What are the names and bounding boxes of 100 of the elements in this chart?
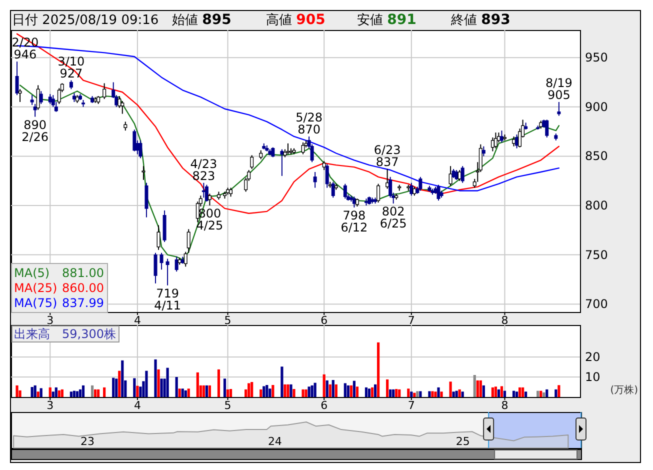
annotation: 4/23 823 — [190, 156, 218, 183]
bar — [476, 380, 479, 397]
y-tick-label: 850 — [585, 149, 608, 164]
chart-title: 出来高 59,300株 — [14, 327, 116, 341]
x-tick-label: 8 — [501, 399, 508, 412]
bar — [118, 370, 121, 397]
annotation: 881.00 — [62, 266, 104, 280]
bar — [76, 391, 79, 397]
bar — [266, 385, 268, 397]
bar — [500, 386, 504, 397]
text: 始値 895 — [172, 12, 232, 28]
bar — [522, 387, 524, 397]
bar — [260, 389, 262, 397]
bar — [542, 392, 546, 397]
bar — [389, 389, 392, 397]
annotation: 8/19 905 — [545, 76, 572, 102]
bar — [364, 387, 368, 397]
annotation: 719 4/11 — [154, 286, 182, 312]
bar — [302, 389, 304, 397]
bar — [280, 366, 284, 397]
y-tick-label: 800 — [585, 198, 608, 213]
bar — [178, 388, 181, 397]
y-tick-label: 750 — [585, 248, 608, 262]
bar — [524, 392, 528, 397]
bar — [184, 390, 187, 397]
bar — [268, 388, 272, 397]
x-tick-label: 8 — [501, 314, 508, 327]
bar — [376, 342, 380, 397]
y-tick-label: 20 — [585, 350, 600, 364]
bar — [115, 378, 118, 397]
bar — [58, 390, 60, 397]
bar — [452, 392, 455, 397]
bar — [368, 388, 371, 397]
annotation: 6/23 837 — [374, 143, 401, 170]
bar — [208, 385, 211, 397]
bar — [304, 389, 308, 397]
x-tick-label: 25 — [456, 435, 470, 448]
bar — [16, 385, 18, 397]
bar — [328, 384, 332, 397]
bar — [286, 384, 290, 397]
x-tick-label: 6 — [320, 399, 328, 412]
y-axis-title: (万株) — [610, 384, 638, 396]
y-tick-label: 900 — [585, 100, 608, 114]
bar — [473, 375, 476, 397]
bar — [322, 374, 326, 397]
bar — [217, 369, 220, 397]
bar — [202, 385, 205, 397]
bar — [196, 372, 199, 397]
y-tick-label: 700 — [585, 297, 608, 312]
text: MA(5) — [14, 266, 50, 280]
x-tick-label: 3 — [46, 399, 54, 412]
x-tick-label: 7 — [408, 399, 415, 412]
bar — [554, 389, 558, 397]
bar — [455, 390, 458, 397]
bar — [97, 389, 100, 397]
bar — [540, 390, 542, 397]
bar — [497, 389, 500, 397]
bar — [410, 392, 413, 397]
bar — [344, 383, 346, 397]
bar — [133, 378, 136, 397]
bar — [187, 388, 190, 397]
bar — [48, 387, 52, 397]
bar — [386, 379, 389, 397]
bar — [431, 391, 434, 397]
text: MA(75) — [14, 296, 58, 310]
bar — [78, 389, 82, 397]
bar — [70, 392, 73, 397]
bar — [223, 378, 226, 397]
bar — [36, 392, 40, 397]
bar — [314, 382, 316, 397]
bar — [60, 389, 64, 397]
annotation: 860.00 — [62, 281, 104, 295]
bar — [136, 386, 139, 397]
bar — [512, 390, 516, 397]
bar — [229, 389, 232, 397]
bar — [34, 385, 36, 397]
bar — [434, 392, 437, 397]
bar — [356, 386, 359, 397]
x-tick-label: 4 — [134, 399, 141, 412]
y-tick-label: 950 — [585, 50, 608, 65]
bar — [494, 386, 498, 397]
bar — [248, 383, 250, 397]
bar — [350, 385, 352, 397]
y-tick-label: 10 — [585, 370, 600, 384]
bar — [166, 368, 169, 397]
x-tick-label: 5 — [224, 314, 232, 327]
bar — [175, 377, 178, 397]
bar — [205, 385, 208, 397]
bar — [370, 387, 374, 397]
x-tick-label: 23 — [80, 435, 95, 448]
bar — [413, 392, 416, 397]
bar — [461, 392, 464, 397]
bar — [491, 387, 494, 397]
bar — [395, 389, 398, 397]
text: 高値 905 — [266, 12, 326, 28]
bar — [479, 380, 482, 397]
bar — [440, 392, 443, 397]
bar — [416, 391, 419, 397]
bar — [154, 359, 157, 397]
bar — [181, 388, 184, 397]
